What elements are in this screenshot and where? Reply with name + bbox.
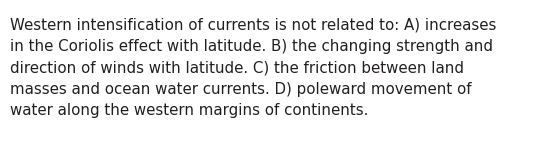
Text: Western intensification of currents is not related to: A) increases
in the Corio: Western intensification of currents is n… <box>10 18 497 118</box>
